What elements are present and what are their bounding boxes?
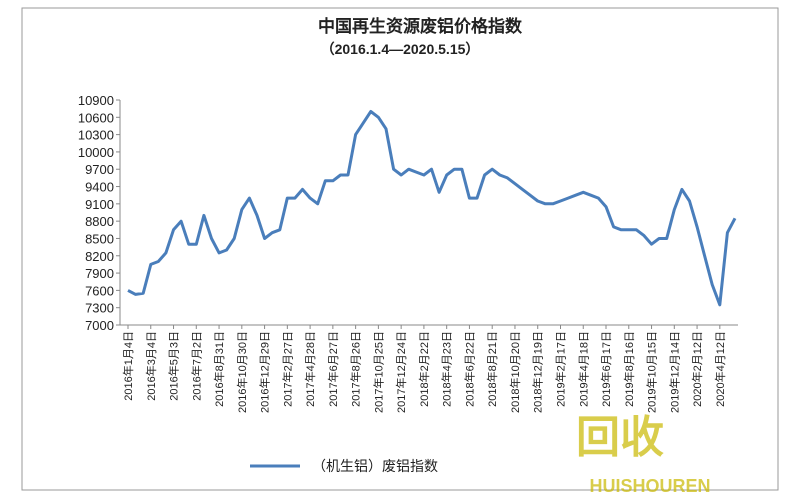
chart-title: 中国再生资源废铝价格指数 xyxy=(318,16,523,36)
x-tick-label: 2019年12月14日 xyxy=(667,331,681,413)
x-tick-label: 2020年4月12日 xyxy=(713,331,727,407)
x-tick-label: 2017年12月24日 xyxy=(394,331,408,413)
x-tick-label: 2017年6月27日 xyxy=(326,331,340,407)
legend-label: （机生铝）废铝指数 xyxy=(312,458,438,474)
y-tick-label: 9100 xyxy=(85,197,114,212)
watermark: HUISHOUREN xyxy=(589,476,710,496)
x-tick-label: 2017年8月26日 xyxy=(349,331,363,407)
x-tick-label: 2018年6月22日 xyxy=(462,331,476,407)
x-tick-label: 2016年7月2日 xyxy=(189,331,203,401)
x-tick-label: 2016年5月3日 xyxy=(167,331,181,401)
x-tick-label: 2016年12月29日 xyxy=(258,331,272,413)
x-tick-label: 2019年2月17日 xyxy=(553,331,567,407)
y-tick-label: 8800 xyxy=(85,214,114,229)
x-tick-label: 2016年1月4日 xyxy=(121,331,135,401)
y-tick-label: 7300 xyxy=(85,301,114,316)
x-tick-label: 2016年8月31日 xyxy=(212,331,226,407)
y-tick-label: 8500 xyxy=(85,231,114,246)
x-tick-label: 2019年10月15日 xyxy=(645,331,659,413)
x-tick-label: 2018年8月21日 xyxy=(485,331,499,407)
x-tick-label: 2019年6月17日 xyxy=(599,331,613,407)
y-tick-label: 7600 xyxy=(85,283,114,298)
x-tick-label: 2017年2月27日 xyxy=(280,331,294,407)
y-tick-label: 7000 xyxy=(85,318,114,333)
y-tick-label: 10600 xyxy=(78,110,114,125)
data-line xyxy=(127,110,737,307)
x-tick-label: 2018年4月23日 xyxy=(440,331,454,407)
x-tick-label: 2016年10月30日 xyxy=(235,331,249,413)
y-tick-label: 7900 xyxy=(85,266,114,281)
x-tick-label: 2019年4月18日 xyxy=(576,331,590,407)
x-tick-label: 2018年10月20日 xyxy=(508,331,522,413)
x-tick-label: 2019年8月16日 xyxy=(622,331,636,407)
x-tick-label: 2017年10月25日 xyxy=(371,331,385,413)
y-tick-label: 9700 xyxy=(85,162,114,177)
y-tick-label: 10300 xyxy=(78,128,114,143)
x-tick-label: 2016年3月4日 xyxy=(144,331,158,401)
y-tick-label: 8200 xyxy=(85,249,114,264)
y-tick-label: 10900 xyxy=(78,93,114,108)
x-tick-label: 2018年12月19日 xyxy=(531,331,545,413)
y-tick-label: 9400 xyxy=(85,180,114,195)
x-tick-label: 2018年2月22日 xyxy=(417,331,431,407)
chart-subtitle: （2016.1.4—2020.5.15） xyxy=(321,41,480,57)
chart-border xyxy=(21,7,779,491)
x-tick-label: 2017年4月28日 xyxy=(303,331,317,407)
watermark: 回收 xyxy=(576,413,664,462)
y-tick-label: 10000 xyxy=(78,145,114,160)
x-tick-label: 2020年2月12日 xyxy=(690,331,704,407)
